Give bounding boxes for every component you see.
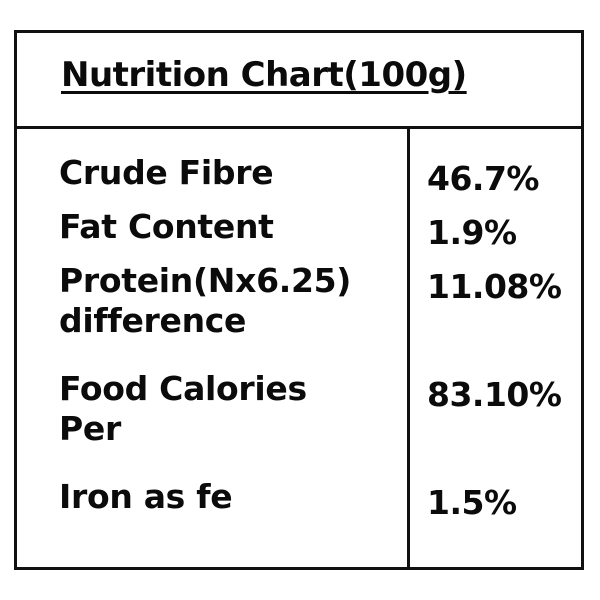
nutrient-name: Fat Content: [59, 207, 274, 246]
nutrient-row-protein: Protein(Nx6.25) difference 11.08%: [17, 261, 581, 369]
title-row: Nutrition Chart(100g): [17, 33, 581, 129]
nutrient-row-crude-fibre: Crude Fibre 46.7%: [17, 153, 581, 207]
column-divider: [407, 126, 410, 570]
nutrient-name-line2: difference: [59, 301, 247, 340]
nutrient-value: 83.10%: [427, 375, 562, 414]
nutrient-value: 11.08%: [427, 267, 562, 306]
nutrient-name: Crude Fibre: [59, 153, 274, 192]
nutrient-value: 1.9%: [427, 213, 517, 252]
nutrient-name: Iron as fe: [59, 477, 233, 516]
nutrient-row-food-calories: Food Calories Per 83.10%: [17, 369, 581, 477]
chart-title: Nutrition Chart(100g): [61, 55, 467, 95]
nutrient-table: Crude Fibre 46.7% Fat Content 1.9% Prote…: [17, 153, 581, 531]
nutrient-row-fat-content: Fat Content 1.9%: [17, 207, 581, 261]
nutrition-label: Nutrition Chart(100g) Crude Fibre 46.7% …: [14, 30, 584, 570]
nutrient-name: Protein(Nx6.25) difference: [59, 261, 399, 341]
nutrient-name-line2: Per: [59, 409, 121, 448]
nutrient-name: Food Calories Per: [59, 369, 399, 449]
nutrient-name-line1: Food Calories: [59, 369, 307, 408]
nutrient-row-iron: Iron as fe 1.5%: [17, 477, 581, 531]
nutrient-value: 1.5%: [427, 483, 517, 522]
nutrient-value: 46.7%: [427, 159, 540, 198]
nutrient-name-line1: Protein(Nx6.25): [59, 261, 352, 300]
